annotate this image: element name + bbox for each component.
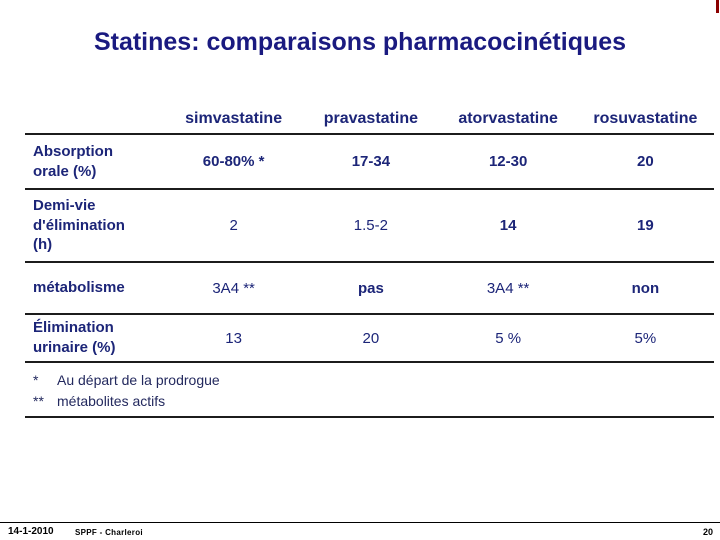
table-header-row: simvastatine pravastatine atorvastatine …: [25, 98, 714, 135]
statins-comparison-table: simvastatine pravastatine atorvastatine …: [25, 98, 714, 418]
cell-value: 3A4 **: [212, 279, 255, 297]
row-label: Demi-vie d'élimination (h): [33, 196, 125, 254]
footnote-marker: *: [33, 372, 39, 388]
cell-value: pas: [357, 279, 384, 297]
footnotes-block: * Au départ de la prodrogue ** métabolit…: [25, 363, 714, 418]
cell-value: 13: [225, 329, 242, 347]
cell-value: 12-30: [488, 153, 528, 170]
cell-value: 5 %: [495, 329, 522, 347]
cell-value: 2: [229, 217, 238, 234]
cell-value: 1.5-2: [353, 217, 388, 234]
cell-value: 60-80% *: [202, 153, 265, 170]
footnote-text: métabolites actifs: [57, 393, 166, 409]
footnote-metabolites: ** métabolites actifs: [33, 391, 714, 412]
cell-value: non: [631, 279, 660, 297]
cell-value: 5%: [634, 329, 657, 347]
column-header-rosuvastatine: rosuvastatine: [593, 109, 698, 127]
slide-footer: 14-1-2010 SPPF - Charleroi 20: [0, 522, 720, 540]
footer-credit: SPPF - Charleroi: [75, 528, 143, 537]
row-label: métabolisme: [33, 279, 125, 297]
cell-value: 17-34: [351, 153, 391, 170]
cell-value: 20: [637, 153, 654, 170]
footnote-prodrogue: * Au départ de la prodrogue: [33, 370, 714, 391]
footnote-marker: **: [33, 393, 44, 409]
cell-value: 20: [362, 329, 380, 347]
slide-title: Statines: comparaisons pharmacocinétique…: [93, 28, 627, 56]
row-label: Élimination urinaire (%): [33, 319, 116, 356]
row-label-column-spacer: [25, 113, 165, 119]
footnote-text: Au départ de la prodrogue: [57, 372, 220, 388]
table-row-metabolisme: métabolisme 3A4 ** pas 3A4 ** non: [25, 263, 714, 315]
column-header-pravastatine: pravastatine: [323, 109, 418, 127]
footer-date: 14-1-2010: [8, 526, 54, 537]
row-label: Absorption orale (%): [33, 142, 113, 180]
corner-accent-mark: [716, 0, 719, 13]
column-header-simvastatine: simvastatine: [185, 109, 283, 127]
table-row-demi-vie: Demi-vie d'élimination (h) 2 1.5-2 14 19: [25, 190, 714, 263]
cell-value: 3A4 **: [486, 279, 530, 297]
table-row-absorption: Absorption orale (%) 60-80% * 17-34 12-3…: [25, 135, 714, 190]
column-header-atorvastatine: atorvastatine: [458, 109, 558, 127]
table-row-elimination-urinaire: Élimination urinaire (%) 13 20 5 % 5%: [25, 315, 714, 363]
cell-value: 19: [637, 217, 654, 234]
cell-value: 14: [499, 217, 517, 234]
page-number: 20: [702, 527, 713, 537]
